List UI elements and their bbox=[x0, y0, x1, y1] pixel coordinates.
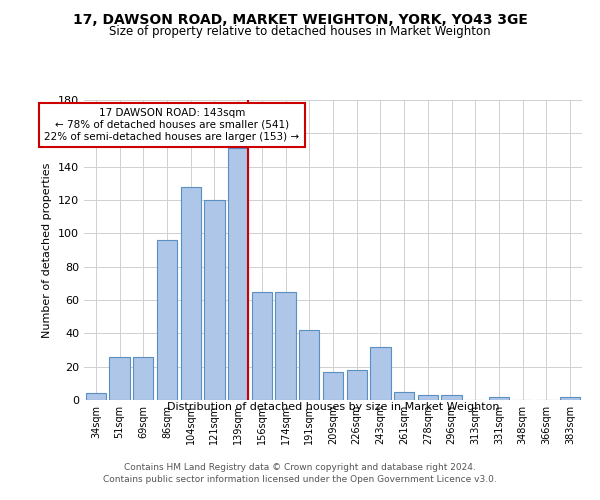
Y-axis label: Number of detached properties: Number of detached properties bbox=[43, 162, 52, 338]
Bar bbox=[418, 395, 438, 400]
Bar bbox=[86, 394, 106, 400]
Text: Distribution of detached houses by size in Market Weighton: Distribution of detached houses by size … bbox=[167, 402, 499, 412]
Bar bbox=[347, 370, 367, 400]
Bar bbox=[181, 186, 201, 400]
Bar bbox=[489, 396, 509, 400]
Bar bbox=[133, 356, 154, 400]
Bar bbox=[442, 395, 461, 400]
Bar bbox=[323, 372, 343, 400]
Bar bbox=[275, 292, 296, 400]
Bar bbox=[157, 240, 177, 400]
Text: Contains public sector information licensed under the Open Government Licence v3: Contains public sector information licen… bbox=[103, 475, 497, 484]
Text: Contains HM Land Registry data © Crown copyright and database right 2024.: Contains HM Land Registry data © Crown c… bbox=[124, 462, 476, 471]
Bar bbox=[299, 330, 319, 400]
Bar bbox=[394, 392, 414, 400]
Bar bbox=[109, 356, 130, 400]
Bar bbox=[560, 396, 580, 400]
Bar bbox=[252, 292, 272, 400]
Text: 17 DAWSON ROAD: 143sqm
← 78% of detached houses are smaller (541)
22% of semi-de: 17 DAWSON ROAD: 143sqm ← 78% of detached… bbox=[44, 108, 299, 142]
Bar bbox=[205, 200, 224, 400]
Text: 17, DAWSON ROAD, MARKET WEIGHTON, YORK, YO43 3GE: 17, DAWSON ROAD, MARKET WEIGHTON, YORK, … bbox=[73, 12, 527, 26]
Bar bbox=[370, 346, 391, 400]
Bar bbox=[228, 148, 248, 400]
Text: Size of property relative to detached houses in Market Weighton: Size of property relative to detached ho… bbox=[109, 25, 491, 38]
